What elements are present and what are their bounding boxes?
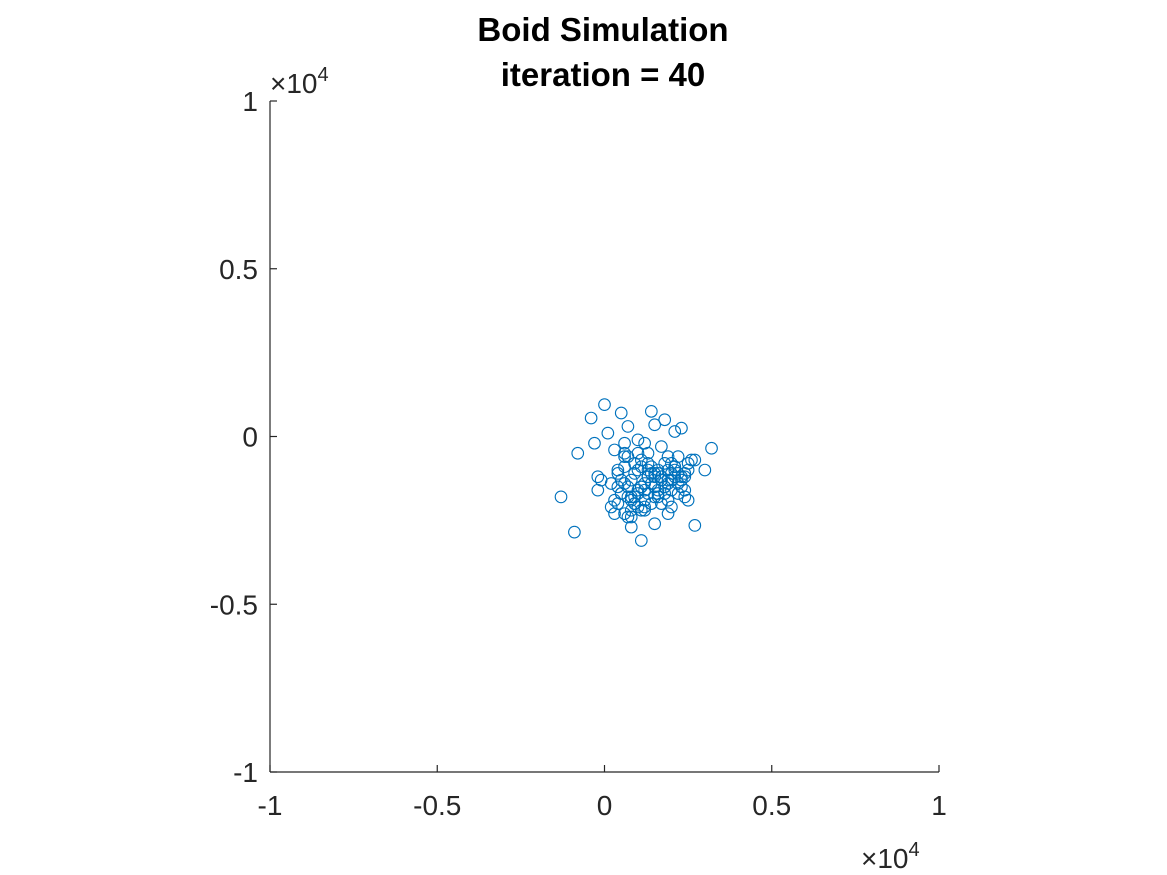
x-tick-label: 1	[931, 790, 947, 821]
data-point	[601, 426, 615, 440]
chart-title: Boid Simulation	[477, 11, 728, 48]
data-point	[618, 446, 631, 460]
x-axis-multiplier: ×104	[861, 839, 920, 874]
data-point	[671, 487, 685, 500]
data-point	[678, 467, 692, 480]
data-point	[698, 463, 712, 477]
data-point	[631, 500, 645, 514]
data-point	[618, 436, 631, 450]
data-point	[584, 411, 598, 425]
y-axis-multiplier: ×104	[270, 64, 329, 99]
data-point	[641, 470, 655, 484]
data-point	[648, 418, 662, 432]
data-point	[628, 467, 641, 480]
y-tick-label: -0.5	[210, 589, 258, 620]
data-point	[638, 436, 651, 450]
data-point	[658, 413, 672, 427]
data-point	[668, 460, 682, 474]
data-point	[665, 456, 678, 470]
data-point	[665, 500, 678, 514]
axes: -1 -0.5 0 0.5 1 -1 -0.5 0 0.5 1	[210, 86, 947, 821]
data-point	[644, 497, 658, 510]
data-point	[675, 421, 688, 435]
data-point	[624, 473, 638, 487]
data-point	[644, 404, 658, 418]
data-point	[624, 510, 638, 524]
data-points	[554, 398, 718, 547]
data-point	[651, 487, 665, 500]
data-point	[634, 503, 648, 517]
data-point	[611, 497, 625, 510]
data-point	[648, 517, 662, 531]
data-point	[648, 490, 662, 504]
data-point	[554, 490, 568, 504]
data-point	[591, 470, 605, 484]
x-tick-label: 0.5	[752, 790, 791, 821]
data-point	[688, 519, 702, 532]
data-point	[634, 534, 648, 547]
data-point	[621, 420, 635, 433]
chart-subtitle: iteration = 40	[501, 56, 706, 93]
data-point	[648, 467, 662, 480]
data-point	[675, 473, 688, 487]
data-point	[638, 477, 651, 490]
data-point	[588, 436, 601, 450]
data-point	[598, 398, 611, 411]
data-point	[631, 433, 645, 447]
data-point	[604, 477, 618, 490]
data-point	[614, 406, 628, 420]
data-point	[641, 463, 655, 477]
data-point	[621, 510, 635, 524]
data-point	[571, 446, 585, 460]
data-point	[655, 473, 668, 487]
data-point	[604, 500, 618, 514]
x-tick-label: -1	[258, 790, 283, 821]
data-point	[681, 463, 695, 477]
data-point	[655, 440, 668, 453]
data-point	[618, 450, 631, 463]
y-tick-label: -1	[233, 757, 258, 788]
data-point	[624, 493, 638, 507]
data-point	[688, 453, 702, 467]
data-point	[655, 470, 668, 484]
data-point	[631, 463, 645, 477]
x-tick-label: -0.5	[413, 790, 461, 821]
data-point	[661, 473, 675, 487]
data-point	[611, 480, 625, 494]
data-point	[661, 450, 675, 463]
y-tick-label: 0	[242, 422, 258, 453]
data-point	[611, 467, 625, 480]
data-point	[618, 507, 631, 521]
data-point	[631, 487, 645, 500]
data-point	[705, 441, 718, 455]
data-point	[634, 480, 648, 494]
data-point	[634, 460, 648, 474]
data-point	[591, 483, 605, 497]
y-tick-label: 0.5	[219, 254, 258, 285]
data-point	[631, 483, 645, 497]
x-tick-label: 0	[597, 790, 613, 821]
data-point	[668, 425, 682, 438]
data-point	[661, 507, 675, 521]
y-tick-label: 1	[242, 86, 258, 117]
data-point	[608, 493, 621, 507]
data-point	[681, 493, 695, 507]
data-point	[638, 503, 651, 517]
data-point	[631, 446, 645, 460]
data-point	[624, 503, 638, 517]
data-point	[568, 525, 581, 539]
